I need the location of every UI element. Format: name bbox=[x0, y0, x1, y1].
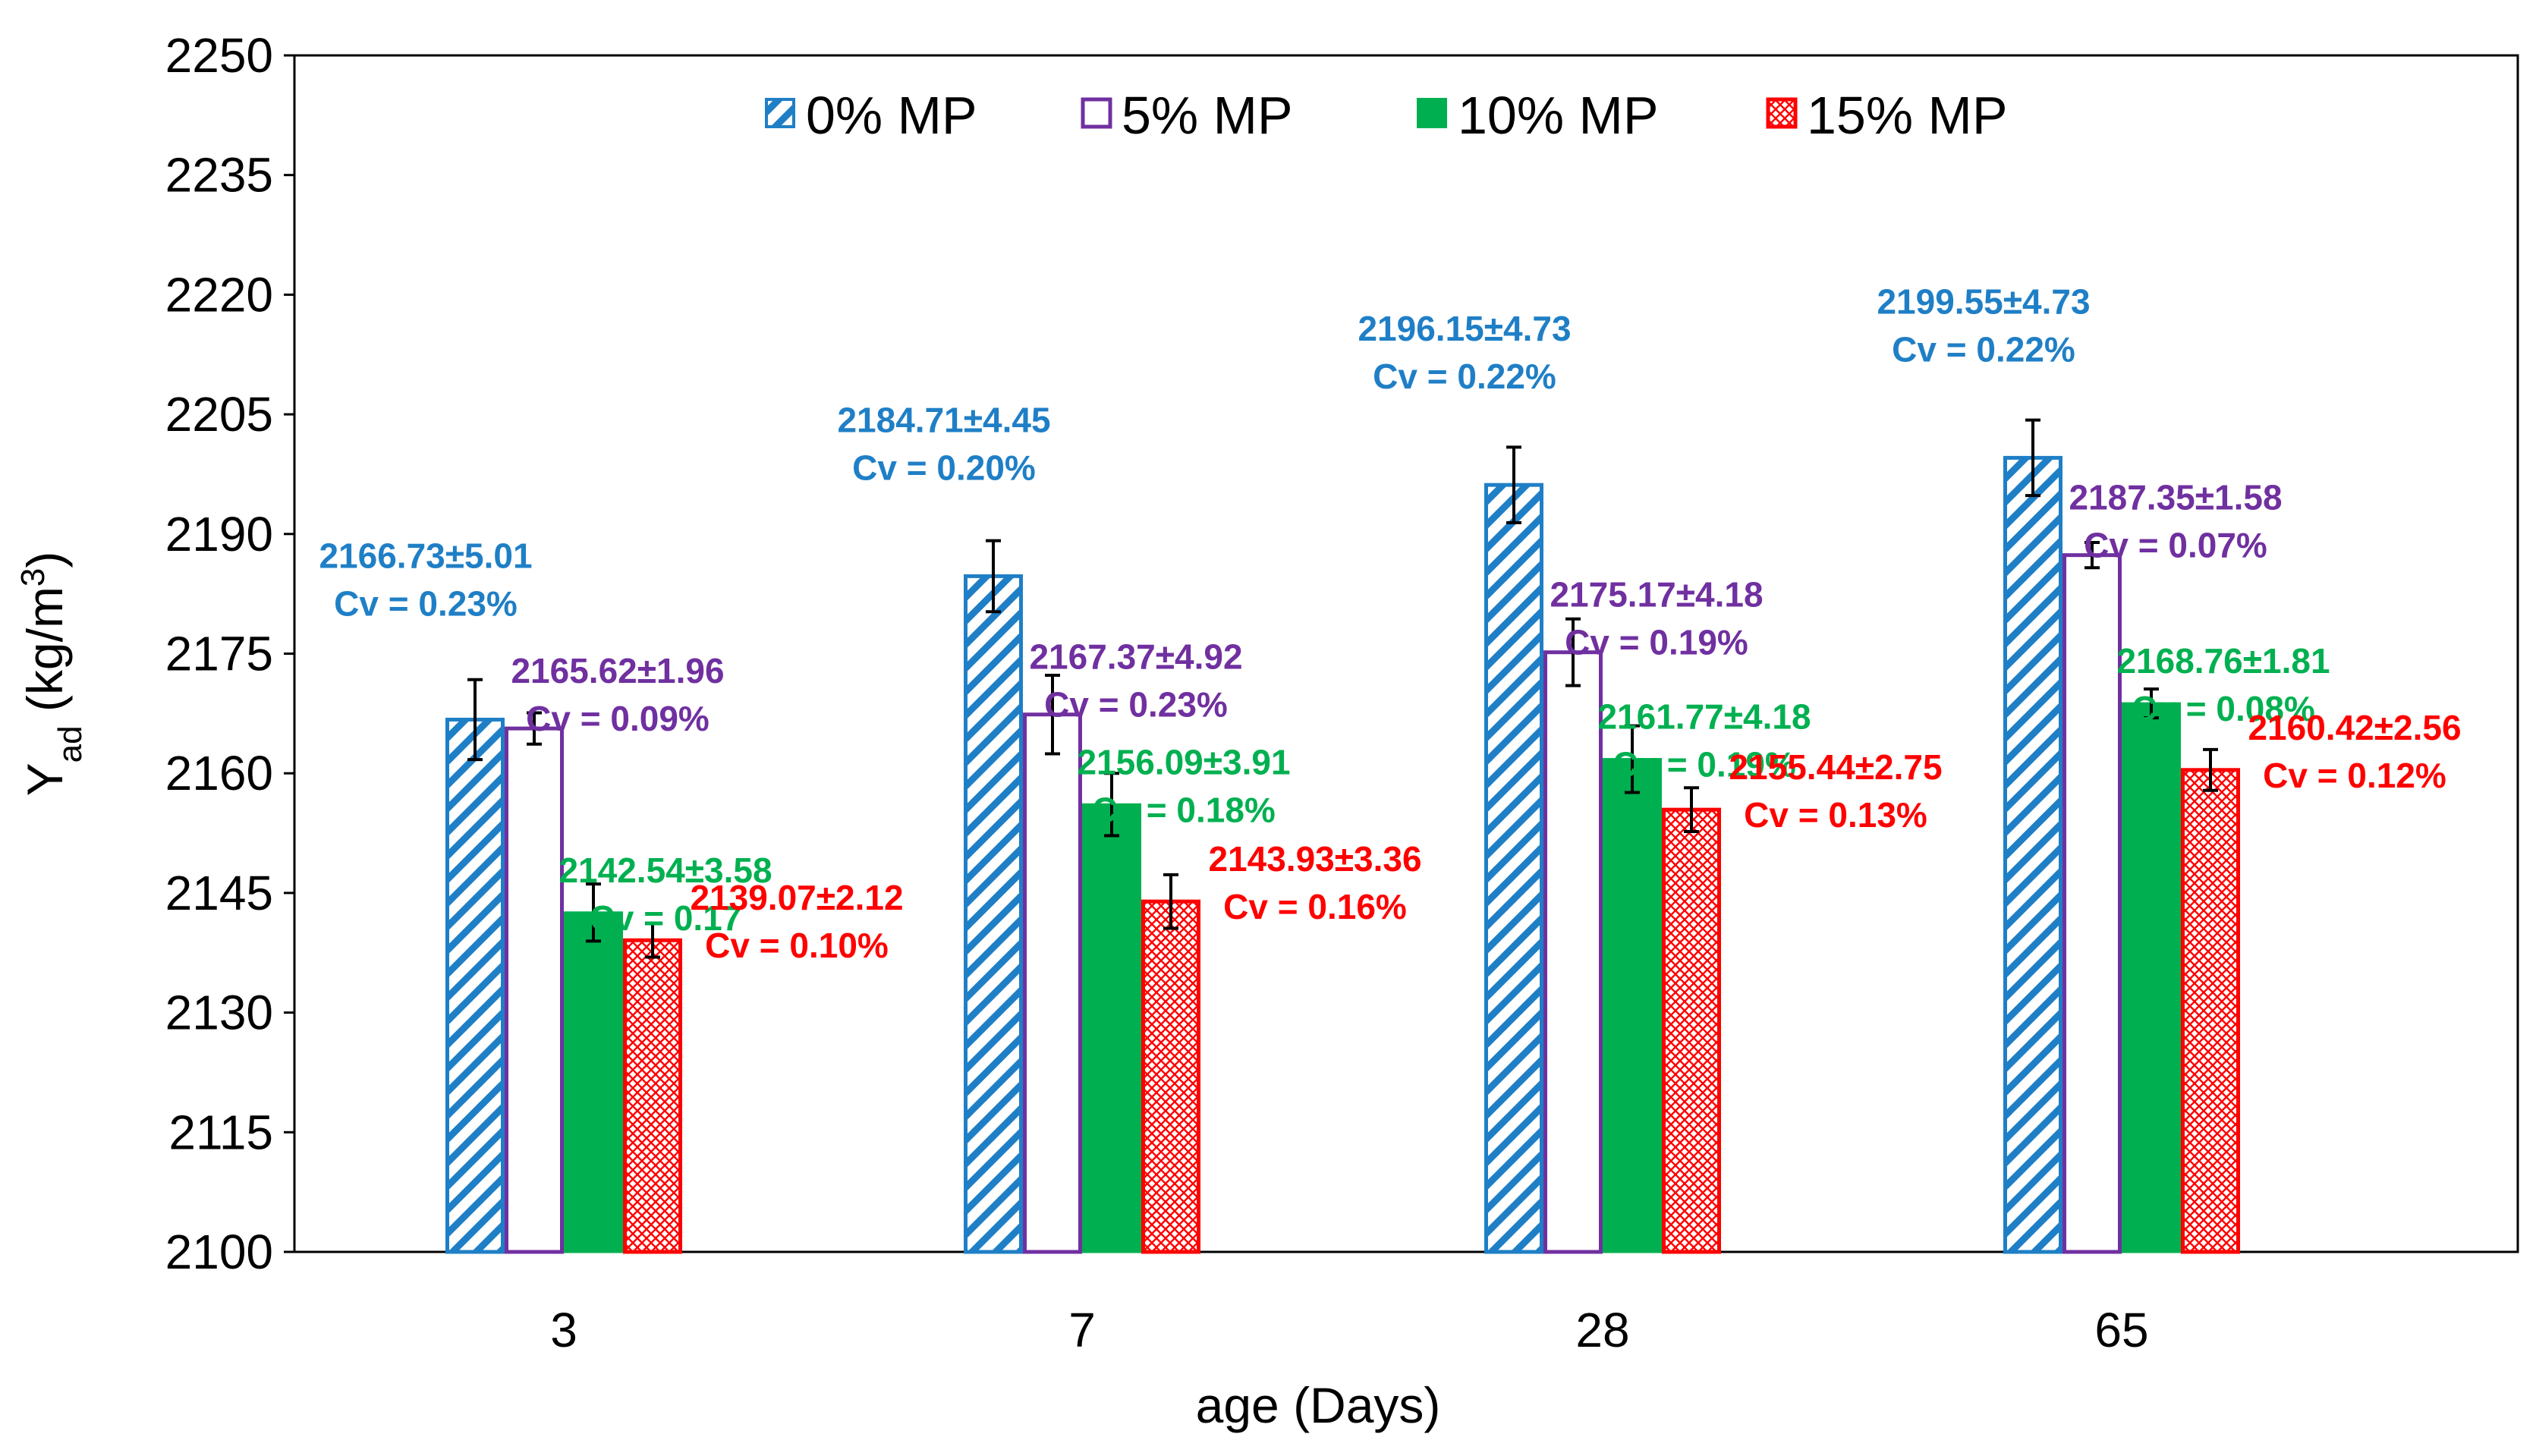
value-label-3-2: 2155.44±2.75 bbox=[1729, 747, 1942, 787]
value-label-2-0: 2142.54±3.58 bbox=[558, 851, 772, 890]
y-axis: 2100 2115 2130 2145 2160 2175 2190 2205 2220 2235… bbox=[165, 28, 294, 1279]
bar-0-2 bbox=[1484, 483, 1543, 1254]
value-label-2-2: 2161.77±4.18 bbox=[1597, 697, 1811, 737]
value-label-2-1: 2156.09±3.91 bbox=[1077, 742, 1290, 781]
y-axis-title-close: ) bbox=[17, 552, 73, 568]
bar-2-1 bbox=[1082, 803, 1141, 1253]
cv-label-2-1: Cv = 0.18% bbox=[1092, 790, 1276, 829]
bar-1-1 bbox=[1023, 712, 1082, 1254]
legend: 0% MP 5% MP 10% MP 15% MP bbox=[765, 86, 2008, 145]
x-axis-title: age (Days) bbox=[1196, 1377, 1441, 1433]
x-tick-label-3: 65 bbox=[2094, 1303, 2148, 1357]
y-axis-title-sub: ad bbox=[52, 725, 89, 763]
bar-3-2 bbox=[1662, 807, 1721, 1254]
x-tick-label-0: 3 bbox=[550, 1303, 577, 1357]
bar-3-0 bbox=[623, 938, 682, 1254]
legend-item-3: 15% MP bbox=[1766, 86, 2008, 145]
cv-label-0-0: Cv = 0.23% bbox=[334, 583, 518, 623]
legend-label-3: 15% MP bbox=[1807, 86, 2008, 145]
value-label-1-2: 2175.17±4.18 bbox=[1550, 575, 1763, 615]
bar-0-3 bbox=[2003, 455, 2062, 1254]
bar-1-0 bbox=[505, 726, 564, 1254]
bar-1-2 bbox=[1543, 650, 1603, 1254]
cv-label-1-1: Cv = 0.23% bbox=[1044, 685, 1228, 725]
cv-label-1-0: Cv = 0.09% bbox=[526, 699, 710, 738]
legend-item-1: 5% MP bbox=[1081, 86, 1293, 145]
legend-label-0: 0% MP bbox=[806, 86, 977, 145]
bar-0-0 bbox=[445, 717, 505, 1254]
bar-2-0 bbox=[564, 911, 623, 1253]
value-label-0-3: 2199.55±4.73 bbox=[1877, 281, 2090, 321]
bar-3-3 bbox=[2181, 768, 2240, 1254]
value-label-0-0: 2166.73±5.01 bbox=[319, 536, 532, 575]
y-tick-label-8: 2220 bbox=[165, 267, 273, 322]
value-label-3-1: 2143.93±3.36 bbox=[1208, 839, 1421, 879]
y-axis-title-sup: 3 bbox=[14, 568, 52, 586]
legend-swatch-1 bbox=[1081, 97, 1112, 129]
y-axis-title-main: Y bbox=[17, 763, 73, 796]
y-tick-label-7: 2205 bbox=[165, 387, 273, 442]
cv-label-0-3: Cv = 0.22% bbox=[1892, 329, 2075, 369]
value-label-3-0: 2139.07±2.12 bbox=[690, 878, 903, 917]
legend-item-2: 10% MP bbox=[1417, 86, 1659, 145]
value-label-1-1: 2167.37±4.92 bbox=[1029, 637, 1242, 677]
cv-label-3-2: Cv = 0.13% bbox=[1744, 795, 1927, 835]
legend-label-2: 10% MP bbox=[1458, 86, 1659, 145]
cv-label-3-3: Cv = 0.12% bbox=[2263, 756, 2446, 795]
y-tick-label-10: 2250 bbox=[165, 28, 273, 83]
error-bars-group bbox=[467, 418, 2218, 959]
bar-2-3 bbox=[2122, 702, 2181, 1253]
x-tick-label-2: 28 bbox=[1575, 1303, 1629, 1357]
cv-label-3-1: Cv = 0.16% bbox=[1223, 887, 1407, 926]
cv-label-2-0: Cv = 0.17 bbox=[590, 898, 742, 938]
y-axis-title-units: (kg/m bbox=[17, 586, 73, 725]
y-tick-label-9: 2235 bbox=[165, 148, 273, 203]
x-axis: 3 7 28 65 bbox=[550, 1303, 2148, 1357]
cv-label-0-1: Cv = 0.20% bbox=[852, 448, 1036, 487]
y-tick-label-4: 2160 bbox=[165, 746, 273, 800]
value-label-0-2: 2196.15±4.73 bbox=[1358, 309, 1571, 348]
bar-3-1 bbox=[1141, 899, 1200, 1254]
cv-label-1-3: Cv = 0.07% bbox=[2084, 526, 2267, 565]
y-tick-label-2: 2130 bbox=[165, 986, 273, 1040]
y-tick-label-3: 2145 bbox=[165, 866, 273, 920]
cv-label-2-3: Cv = 0.08% bbox=[2132, 689, 2315, 728]
bar-1-3 bbox=[2062, 553, 2122, 1254]
value-label-1-3: 2187.35±1.58 bbox=[2069, 478, 2282, 517]
bars-group bbox=[445, 455, 2240, 1254]
legend-swatch-2 bbox=[1417, 98, 1447, 128]
cv-label-1-2: Cv = 0.19% bbox=[1565, 623, 1748, 662]
y-tick-label-6: 2190 bbox=[165, 507, 273, 561]
value-label-3-3: 2160.42±2.56 bbox=[2248, 708, 2461, 747]
x-tick-label-1: 7 bbox=[1068, 1303, 1096, 1357]
y-tick-label-1: 2115 bbox=[168, 1105, 273, 1159]
value-label-1-0: 2165.62±1.96 bbox=[511, 651, 724, 690]
cv-label-0-2: Cv = 0.22% bbox=[1373, 357, 1556, 396]
legend-item-0: 0% MP bbox=[765, 86, 977, 145]
legend-label-1: 5% MP bbox=[1122, 86, 1293, 145]
value-label-2-3: 2168.76±1.81 bbox=[2116, 641, 2330, 681]
annotations-group: 2166.73±5.01 Cv = 0.23% 2184.71±4.45 Cv = 0… bbox=[319, 281, 2461, 965]
bar-0-1 bbox=[964, 574, 1023, 1254]
cv-label-3-0: Cv = 0.10% bbox=[705, 926, 889, 965]
bar-2-2 bbox=[1603, 758, 1662, 1253]
y-tick-label-5: 2175 bbox=[165, 627, 273, 681]
value-label-0-1: 2184.71±4.45 bbox=[837, 400, 1050, 439]
legend-swatch-3 bbox=[1766, 97, 1798, 129]
legend-swatch-0 bbox=[765, 98, 795, 128]
cv-label-2-2: Cv = 0.19% bbox=[1613, 745, 1796, 785]
y-axis-title: Yad (kg/m3) bbox=[14, 552, 89, 797]
y-tick-label-0: 2100 bbox=[165, 1225, 273, 1279]
